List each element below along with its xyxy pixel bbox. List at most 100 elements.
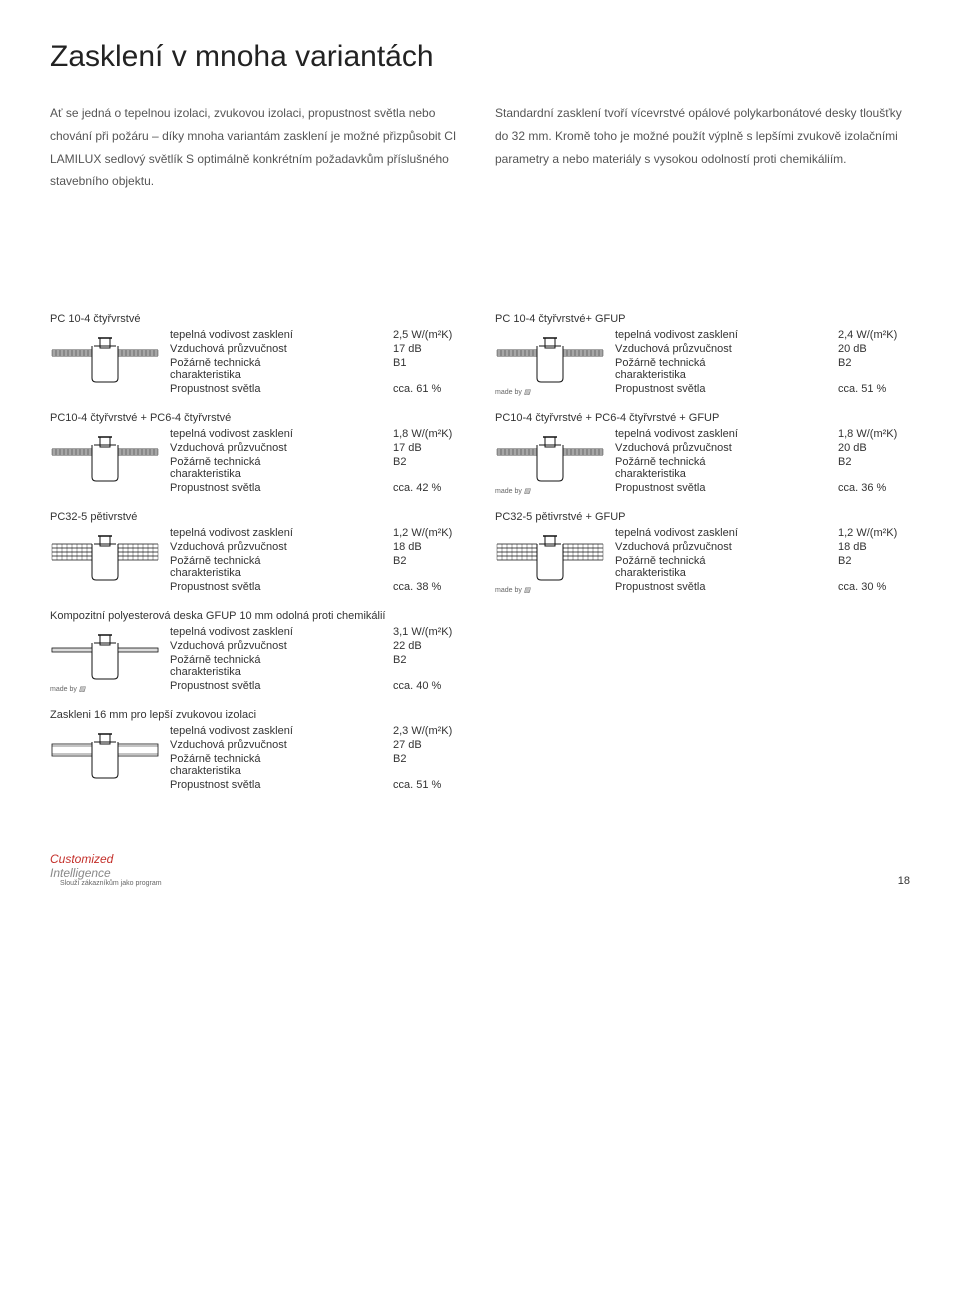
card-body: made by ▨ tepelná vodivost zasklení1,8 W…: [495, 427, 910, 495]
spec-fire: Požárně technickácharakteristikaB2: [170, 554, 465, 580]
page-title: Zasklení v mnoha variantách: [50, 40, 910, 74]
spec-light: Propustnost světlacca. 51 %: [615, 382, 910, 396]
spec-light: Propustnost světlacca. 30 %: [615, 580, 910, 594]
madeby-label: made by ▨: [50, 685, 160, 693]
spec-light: Propustnost světlacca. 51 %: [170, 778, 465, 792]
card-body: made by ▨ tepelná vodivost zasklení1,2 W…: [495, 526, 910, 594]
diagram-icon: [50, 328, 160, 386]
diagram-icon: [495, 427, 605, 485]
footer-logo-sub: Slouží zákazníkům jako program: [60, 880, 162, 887]
diagram-icon: [50, 724, 160, 782]
spec-row: PC10-4 čtyřvrstvé + PC6-4 čtyřvrstvé tep…: [50, 412, 910, 495]
card-body: tepelná vodivost zasklení1,2 W/(m²K) Vzd…: [50, 526, 465, 594]
spec-row: Kompozitní polyesterová deska GFUP 10 mm…: [50, 610, 910, 693]
madeby-label: made by ▨: [495, 487, 605, 495]
spec-light: Propustnost světlacca. 36 %: [615, 481, 910, 495]
spec-thermal: tepelná vodivost zasklení3,1 W/(m²K): [170, 625, 465, 639]
spec-thermal: tepelná vodivost zasklení1,2 W/(m²K): [615, 526, 910, 540]
spec-thermal: tepelná vodivost zasklení1,8 W/(m²K): [615, 427, 910, 441]
spec-acoustic: Vzduchová průzvučnost22 dB: [170, 639, 465, 653]
diagram-icon: [495, 328, 605, 386]
spec-light: Propustnost světlacca. 40 %: [170, 679, 465, 693]
spec-thermal: tepelná vodivost zasklení1,2 W/(m²K): [170, 526, 465, 540]
spec-acoustic: Vzduchová průzvučnost18 dB: [615, 540, 910, 554]
spec-card: PC 10-4 čtyřvrstvé+ GFUP made by ▨ tepel…: [495, 313, 910, 396]
spec-light: Propustnost světlacca. 38 %: [170, 580, 465, 594]
spec-fire: Požárně technickácharakteristikaB2: [615, 356, 910, 382]
spec-table: tepelná vodivost zasklení1,2 W/(m²K) Vzd…: [170, 526, 465, 594]
card-body: made by ▨ tepelná vodivost zasklení3,1 W…: [50, 625, 465, 693]
footer: Customized Intelligence Slouží zákazníků…: [50, 852, 910, 887]
spec-fire: Požárně technickácharakteristikaB2: [170, 653, 465, 679]
diagram-col: made by ▨: [50, 625, 160, 693]
spec-card: PC32-5 pětivrstvé + GFUP made by ▨ tepel…: [495, 511, 910, 594]
spec-table: tepelná vodivost zasklení1,8 W/(m²K) Vzd…: [170, 427, 465, 495]
spec-light: Propustnost světlacca. 42 %: [170, 481, 465, 495]
spec-acoustic: Vzduchová průzvučnost17 dB: [170, 441, 465, 455]
footer-logo-c: Customized: [50, 852, 113, 866]
spec-table: tepelná vodivost zasklení1,8 W/(m²K) Vzd…: [615, 427, 910, 495]
spec-thermal: tepelná vodivost zasklení1,8 W/(m²K): [170, 427, 465, 441]
intro-left: Ať se jedná o tepelnou izolaci, zvukovou…: [50, 102, 465, 193]
spec-acoustic: Vzduchová průzvučnost20 dB: [615, 441, 910, 455]
spec-card: Kompozitní polyesterová deska GFUP 10 mm…: [50, 610, 465, 693]
spec-row: PC 10-4 čtyřvrstvé tepelná vodivost zask…: [50, 313, 910, 396]
spec-acoustic: Vzduchová průzvučnost18 dB: [170, 540, 465, 554]
spec-card: PC10-4 čtyřvrstvé + PC6-4 čtyřvrstvé tep…: [50, 412, 465, 495]
card-title: PC 10-4 čtyřvrstvé: [50, 313, 465, 325]
madeby-label: made by ▨: [495, 586, 605, 594]
spec-table: tepelná vodivost zasklení2,3 W/(m²K) Vzd…: [170, 724, 465, 792]
spec-fire: Požárně technickácharakteristikaB2: [170, 752, 465, 778]
card-body: made by ▨ tepelná vodivost zasklení2,4 W…: [495, 328, 910, 396]
spec-light: Propustnost světlacca. 61 %: [170, 382, 465, 396]
diagram-col: made by ▨: [495, 328, 605, 396]
spec-row: Zaskleni 16 mm pro lepší zvukovou izolac…: [50, 709, 910, 792]
footer-logo: Customized Intelligence Slouží zákazníků…: [50, 852, 162, 887]
card-body: tepelná vodivost zasklení1,8 W/(m²K) Vzd…: [50, 427, 465, 495]
diagram-icon: [50, 526, 160, 584]
spec-acoustic: Vzduchová průzvučnost20 dB: [615, 342, 910, 356]
spec-grid: PC 10-4 čtyřvrstvé tepelná vodivost zask…: [50, 313, 910, 792]
spec-fire: Požárně technickácharakteristikaB2: [615, 554, 910, 580]
diagram-col: [50, 526, 160, 594]
diagram-icon: [495, 526, 605, 584]
spec-thermal: tepelná vodivost zasklení2,5 W/(m²K): [170, 328, 465, 342]
spec-row: PC32-5 pětivrstvé tepelná vodivost zaskl…: [50, 511, 910, 594]
spec-table: tepelná vodivost zasklení2,5 W/(m²K) Vzd…: [170, 328, 465, 396]
madeby-label: made by ▨: [495, 388, 605, 396]
diagram-col: [50, 724, 160, 792]
card-title: Zaskleni 16 mm pro lepší zvukovou izolac…: [50, 709, 465, 721]
intro-right: Standardní zasklení tvoří vícevrstvé opá…: [495, 102, 910, 193]
card-title: PC10-4 čtyřvrstvé + PC6-4 čtyřvrstvé: [50, 412, 465, 424]
card-title: Kompozitní polyesterová deska GFUP 10 mm…: [50, 610, 465, 622]
card-title: PC32-5 pětivrstvé: [50, 511, 465, 523]
spec-card: PC32-5 pětivrstvé tepelná vodivost zaskl…: [50, 511, 465, 594]
card-body: tepelná vodivost zasklení2,5 W/(m²K) Vzd…: [50, 328, 465, 396]
spec-card: Zaskleni 16 mm pro lepší zvukovou izolac…: [50, 709, 465, 792]
spec-acoustic: Vzduchová průzvučnost27 dB: [170, 738, 465, 752]
intro-columns: Ať se jedná o tepelnou izolaci, zvukovou…: [50, 102, 910, 193]
diagram-col: made by ▨: [495, 427, 605, 495]
spec-fire: Požárně technickácharakteristikaB2: [170, 455, 465, 481]
diagram-icon: [50, 427, 160, 485]
footer-logo-i: Intelligence: [50, 866, 111, 880]
diagram-icon: [50, 625, 160, 683]
page-number: 18: [898, 875, 910, 887]
spec-fire: Požárně technickácharakteristikaB2: [615, 455, 910, 481]
card-title: PC10-4 čtyřvrstvé + PC6-4 čtyřvrstvé + G…: [495, 412, 910, 424]
spec-acoustic: Vzduchová průzvučnost17 dB: [170, 342, 465, 356]
card-body: tepelná vodivost zasklení2,3 W/(m²K) Vzd…: [50, 724, 465, 792]
spec-table: tepelná vodivost zasklení2,4 W/(m²K) Vzd…: [615, 328, 910, 396]
spec-card: PC10-4 čtyřvrstvé + PC6-4 čtyřvrstvé + G…: [495, 412, 910, 495]
diagram-col: [50, 328, 160, 396]
spec-thermal: tepelná vodivost zasklení2,4 W/(m²K): [615, 328, 910, 342]
spec-fire: Požárně technickácharakteristikaB1: [170, 356, 465, 382]
spec-card: PC 10-4 čtyřvrstvé tepelná vodivost zask…: [50, 313, 465, 396]
diagram-col: made by ▨: [495, 526, 605, 594]
diagram-col: [50, 427, 160, 495]
spec-thermal: tepelná vodivost zasklení2,3 W/(m²K): [170, 724, 465, 738]
spec-table: tepelná vodivost zasklení1,2 W/(m²K) Vzd…: [615, 526, 910, 594]
spec-table: tepelná vodivost zasklení3,1 W/(m²K) Vzd…: [170, 625, 465, 693]
card-title: PC 10-4 čtyřvrstvé+ GFUP: [495, 313, 910, 325]
card-title: PC32-5 pětivrstvé + GFUP: [495, 511, 910, 523]
